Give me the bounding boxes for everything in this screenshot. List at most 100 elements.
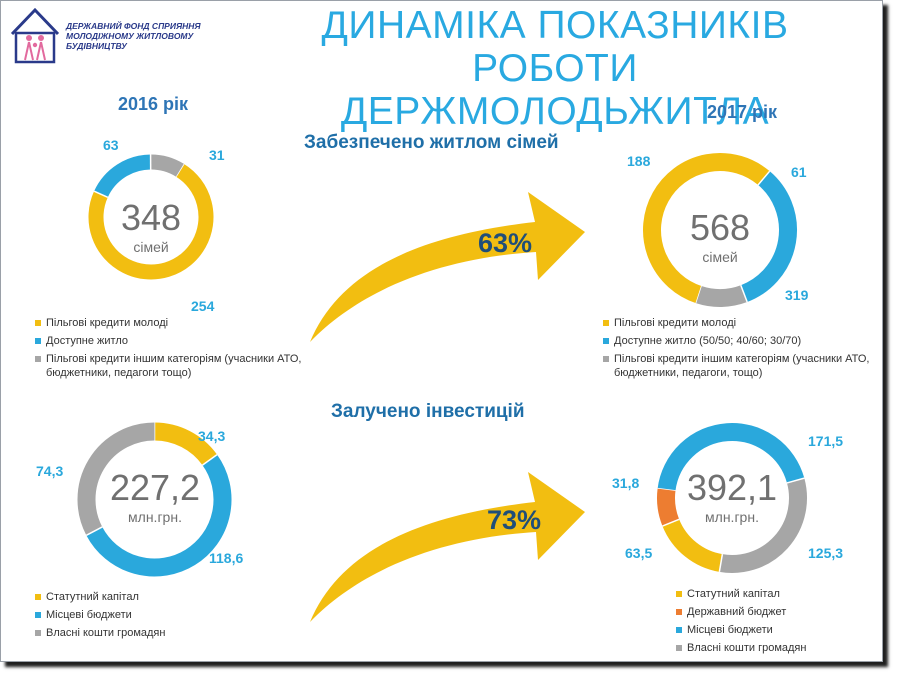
- legend-families-2016: Пільгові кредити молоді Доступне житло Піл…: [35, 316, 325, 384]
- legend-item: Місцеві бюджети: [676, 623, 876, 637]
- legend-swatch-icon: [35, 338, 41, 344]
- legend-item: Доступне житло (50/50; 40/60; 30/70): [603, 334, 873, 348]
- data-label: 31,8: [612, 475, 640, 491]
- slice-separator: [657, 487, 676, 492]
- donut-slice: [696, 285, 748, 307]
- donut-families-2016: [88, 154, 214, 280]
- legend-investments-2017: Статутний капітал Державний бюджет Місцеві…: [676, 587, 876, 659]
- donut-slice: [662, 518, 723, 572]
- data-label: 254: [191, 298, 215, 314]
- legend-label: Доступне житло (50/50; 40/60; 30/70): [614, 335, 802, 347]
- data-label: 0: [778, 205, 786, 221]
- legend-label: Доступне житло: [46, 335, 129, 347]
- year-2017-label: 2017 рік: [707, 102, 778, 122]
- legend-swatch-icon: [35, 612, 41, 618]
- data-label: 34,3: [198, 428, 226, 444]
- year-2016-label: 2016 рік: [118, 94, 189, 114]
- legend-item: Пільгові кредити молоді: [603, 316, 873, 330]
- legend-label: Статутний капітал: [46, 591, 139, 603]
- legend-item: Статутний капітал: [676, 587, 876, 601]
- slide-frame: [0, 0, 883, 662]
- slice-separator: [93, 190, 109, 199]
- legend-item: Місцеві бюджети: [35, 608, 285, 622]
- investments-growth-percent: 73%: [487, 505, 542, 535]
- logo-text: ДЕРЖАВНИЙ ФОНД СПРИЯННЯ МОЛОДІЖНОМУ ЖИТЛ…: [66, 21, 201, 51]
- legend-item: Доступне житло: [35, 334, 325, 348]
- donut-slice: [150, 154, 184, 177]
- legend-item: Власні кошти громадян: [35, 626, 285, 640]
- data-label: 171,5: [808, 433, 844, 449]
- legend-label: Пільгові кредити молоді: [46, 317, 169, 329]
- legend-swatch-icon: [676, 591, 682, 597]
- legend-swatch-icon: [35, 594, 41, 600]
- donut-slice: [657, 423, 805, 492]
- legend-label: Власні кошти громадян: [687, 642, 807, 654]
- legend-item: Пільгові кредити іншим категоріям (учасн…: [603, 352, 873, 380]
- slice-separator: [175, 163, 185, 177]
- data-label: 188: [627, 153, 651, 169]
- legend-swatch-icon: [676, 645, 682, 651]
- center-total-investments-2016: 227,2 млн.грн.: [109, 467, 201, 526]
- data-label: 61: [791, 164, 807, 180]
- slice-separator: [757, 170, 771, 186]
- legend-swatch-icon: [603, 338, 609, 344]
- slice-separator: [740, 284, 748, 303]
- data-label: 31: [209, 147, 225, 163]
- slice-separator: [202, 454, 218, 466]
- legend-label: Власні кошти громадян: [46, 627, 166, 639]
- donut-slice: [88, 163, 214, 280]
- donut-slice: [154, 422, 218, 466]
- donut-slice: [643, 153, 770, 304]
- legend-label: Пільгові кредити іншим категоріям (учасн…: [614, 353, 870, 379]
- data-label: 74,3: [36, 463, 64, 479]
- legend-swatch-icon: [603, 320, 609, 326]
- growth-arrow-investments-icon: [310, 472, 585, 622]
- slice-separator: [85, 526, 103, 536]
- donut-investments-2016: [77, 422, 232, 577]
- legend-label: Пільгові кредити іншим категоріям (учасн…: [46, 353, 302, 379]
- legend-item: Пільгові кредити молоді: [35, 316, 325, 330]
- families-section-title: Забезпечено житлом сімей: [304, 132, 559, 153]
- fund-logo-icon: [10, 7, 60, 64]
- donut-slice: [86, 454, 232, 577]
- legend-item: Державний бюджет: [676, 605, 876, 619]
- data-label: 118,6: [209, 550, 244, 566]
- donut-slice: [719, 478, 807, 573]
- legend-investments-2016: Статутний капітал Місцеві бюджети Власні к…: [35, 590, 285, 644]
- slice-separator: [786, 477, 805, 484]
- page-title: ДИНАМІКА ПОКАЗНИКІВ РОБОТИ ДЕРЖМОЛОДЬЖИТ…: [321, 4, 789, 133]
- growth-arrow-families-icon: [310, 192, 585, 342]
- legend-label: Місцеві бюджети: [687, 624, 773, 636]
- legend-families-2017: Пільгові кредити молоді Доступне житло (5…: [603, 316, 873, 384]
- slice-separator: [662, 518, 680, 527]
- investments-section-title: Залучено інвестицій: [331, 401, 525, 422]
- center-total-investments-2017: 392,1 млн.грн.: [686, 467, 778, 526]
- legend-swatch-icon: [676, 627, 682, 633]
- donut-families-2017: [643, 153, 797, 307]
- legend-item: Статутний капітал: [35, 590, 285, 604]
- legend-swatch-icon: [676, 609, 682, 615]
- center-total-families-2017: 568 сімей: [689, 207, 751, 266]
- families-growth-percent: 63%: [478, 228, 533, 258]
- data-label: 319: [785, 287, 809, 303]
- donut-investments-2017: [657, 423, 807, 573]
- donut-slice: [94, 154, 152, 198]
- legend-item: Власні кошти громадян: [676, 641, 876, 655]
- donut-slice: [657, 488, 680, 527]
- legend-swatch-icon: [35, 630, 41, 636]
- donut-slice: [77, 422, 155, 536]
- legend-label: Статутний капітал: [687, 588, 780, 600]
- donut-slice: [740, 171, 797, 303]
- legend-label: Пільгові кредити молоді: [614, 317, 737, 329]
- legend-label: Державний бюджет: [687, 606, 787, 618]
- slice-separator: [695, 285, 703, 304]
- center-total-families-2016: 348 сімей: [120, 197, 182, 256]
- data-label: 63: [103, 137, 119, 153]
- legend-item: Пільгові кредити іншим категоріям (учасн…: [35, 352, 325, 380]
- data-label: 63,5: [625, 545, 653, 561]
- legend-swatch-icon: [35, 320, 41, 326]
- slice-separator: [718, 554, 724, 573]
- legend-swatch-icon: [35, 356, 41, 362]
- data-label: 125,3: [808, 545, 844, 561]
- legend-label: Місцеві бюджети: [46, 609, 132, 621]
